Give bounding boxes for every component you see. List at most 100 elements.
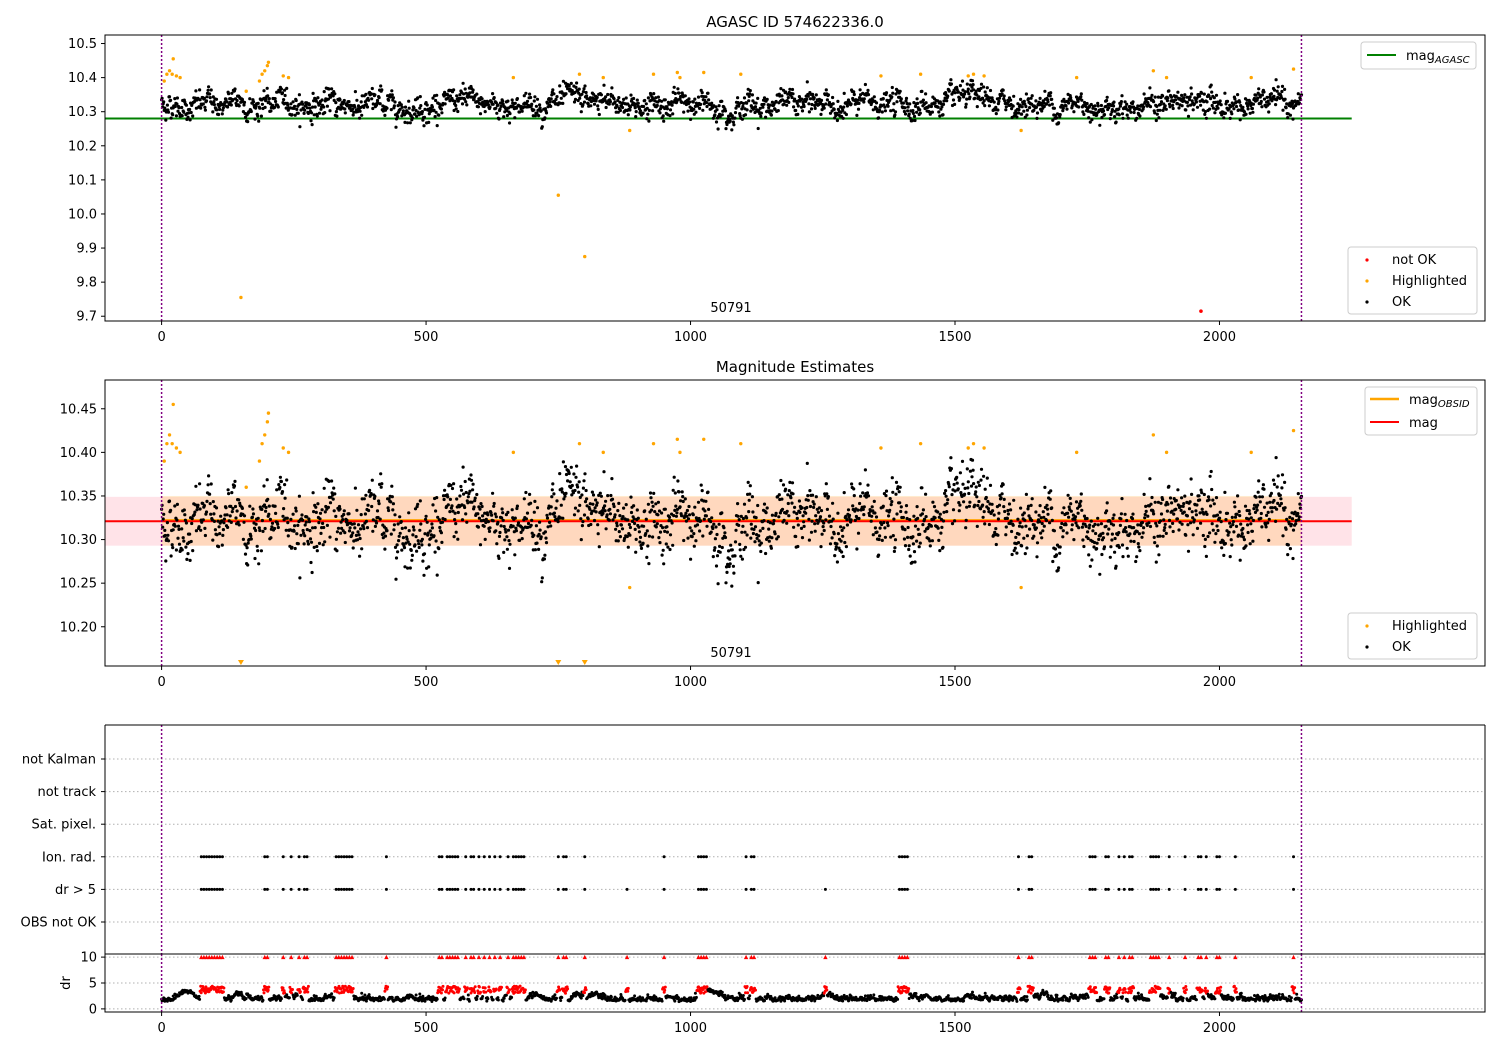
ion-rad-flag-point	[1128, 855, 1132, 859]
ok-point	[278, 485, 282, 490]
ok-point	[578, 495, 582, 499]
ok-point	[1131, 512, 1135, 516]
ok-point	[165, 103, 169, 107]
ok-point	[665, 530, 670, 534]
ok-point	[1264, 525, 1268, 529]
ok-point	[921, 98, 926, 102]
ok-point	[1158, 519, 1163, 523]
ok-point	[264, 505, 268, 510]
ok-point	[949, 82, 954, 86]
ok-point	[695, 523, 700, 527]
ok-point	[819, 545, 823, 549]
ok-point	[1126, 116, 1130, 120]
ok-point	[312, 510, 316, 514]
ok-point	[1261, 483, 1265, 487]
ok-point	[393, 513, 397, 517]
ok-point	[866, 494, 871, 498]
ok-point	[468, 489, 472, 493]
ok-point	[1048, 521, 1052, 525]
ok-point	[722, 526, 726, 530]
ok-point	[680, 100, 684, 104]
ok-point	[855, 113, 859, 117]
x-tick-label: 1500	[938, 330, 971, 345]
ok-point	[317, 541, 322, 546]
ok-point	[582, 479, 586, 483]
ok-point	[658, 541, 662, 545]
highlighted-point	[601, 75, 605, 80]
ion-rad-flag-point	[384, 855, 388, 859]
ok-point	[418, 95, 422, 99]
ok-point	[657, 509, 662, 513]
ok-point	[427, 120, 431, 124]
dr5-flag-point	[297, 887, 301, 891]
ok-point	[355, 98, 359, 102]
ok-point	[764, 551, 768, 556]
ok-point	[802, 520, 806, 524]
ok-point	[844, 514, 848, 519]
ok-point	[1038, 520, 1042, 524]
ok-point	[1150, 495, 1154, 500]
ion-rad-flag-point	[210, 855, 214, 859]
ok-point	[209, 512, 213, 516]
ok-point	[1067, 101, 1071, 105]
ok-point	[537, 547, 541, 552]
ok-point	[353, 105, 357, 109]
ok-point	[789, 496, 793, 500]
ok-point	[1249, 516, 1253, 520]
ok-point	[1299, 93, 1304, 97]
ok-point	[264, 509, 268, 513]
dr5-flag-point	[263, 887, 267, 891]
ok-point	[1260, 525, 1264, 529]
ion-rad-flag-point	[302, 855, 306, 859]
ok-point	[390, 484, 394, 488]
ok-point	[1210, 90, 1214, 94]
ok-point	[910, 560, 915, 564]
ok-point	[554, 97, 558, 101]
ok-point	[764, 510, 768, 515]
ok-point	[633, 521, 637, 526]
ok-point	[439, 107, 443, 111]
ok-point	[656, 95, 661, 99]
ok-point	[638, 109, 643, 113]
ok-point	[624, 96, 628, 100]
ok-point	[501, 99, 505, 103]
ok-point	[243, 115, 248, 119]
ok-point	[237, 498, 241, 502]
ok-point	[1136, 104, 1140, 108]
ok-point	[707, 98, 711, 102]
ok-point	[548, 512, 552, 516]
ok-point	[1215, 524, 1219, 528]
ok-point	[842, 526, 846, 530]
ok-point	[968, 83, 973, 87]
ok-point	[907, 547, 911, 552]
ok-point	[505, 547, 509, 551]
ok-point	[681, 499, 685, 504]
ok-point	[1059, 526, 1063, 530]
ok-point	[1275, 89, 1279, 93]
ok-point	[1166, 502, 1170, 506]
ok-point	[893, 113, 897, 117]
ok-point	[607, 518, 611, 522]
ok-point	[1223, 541, 1227, 546]
ok-point	[176, 536, 180, 540]
highlighted-point	[257, 79, 262, 83]
ok-point	[808, 504, 813, 509]
ok-point	[690, 535, 694, 539]
ok-point	[461, 81, 465, 85]
ok-point	[295, 107, 299, 111]
ok-point	[957, 509, 961, 513]
ok-point	[644, 532, 648, 536]
ok-point	[690, 529, 694, 533]
ok-point	[1023, 552, 1027, 556]
ok-point	[905, 101, 909, 106]
dr-high-point	[283, 991, 287, 995]
ok-point	[1082, 112, 1086, 116]
ok-point	[718, 544, 722, 549]
ok-point	[305, 106, 309, 110]
ok-point	[638, 540, 642, 544]
ok-point	[1121, 116, 1125, 120]
ok-point	[827, 514, 832, 518]
ok-point	[976, 503, 980, 508]
ok-point	[392, 523, 396, 527]
